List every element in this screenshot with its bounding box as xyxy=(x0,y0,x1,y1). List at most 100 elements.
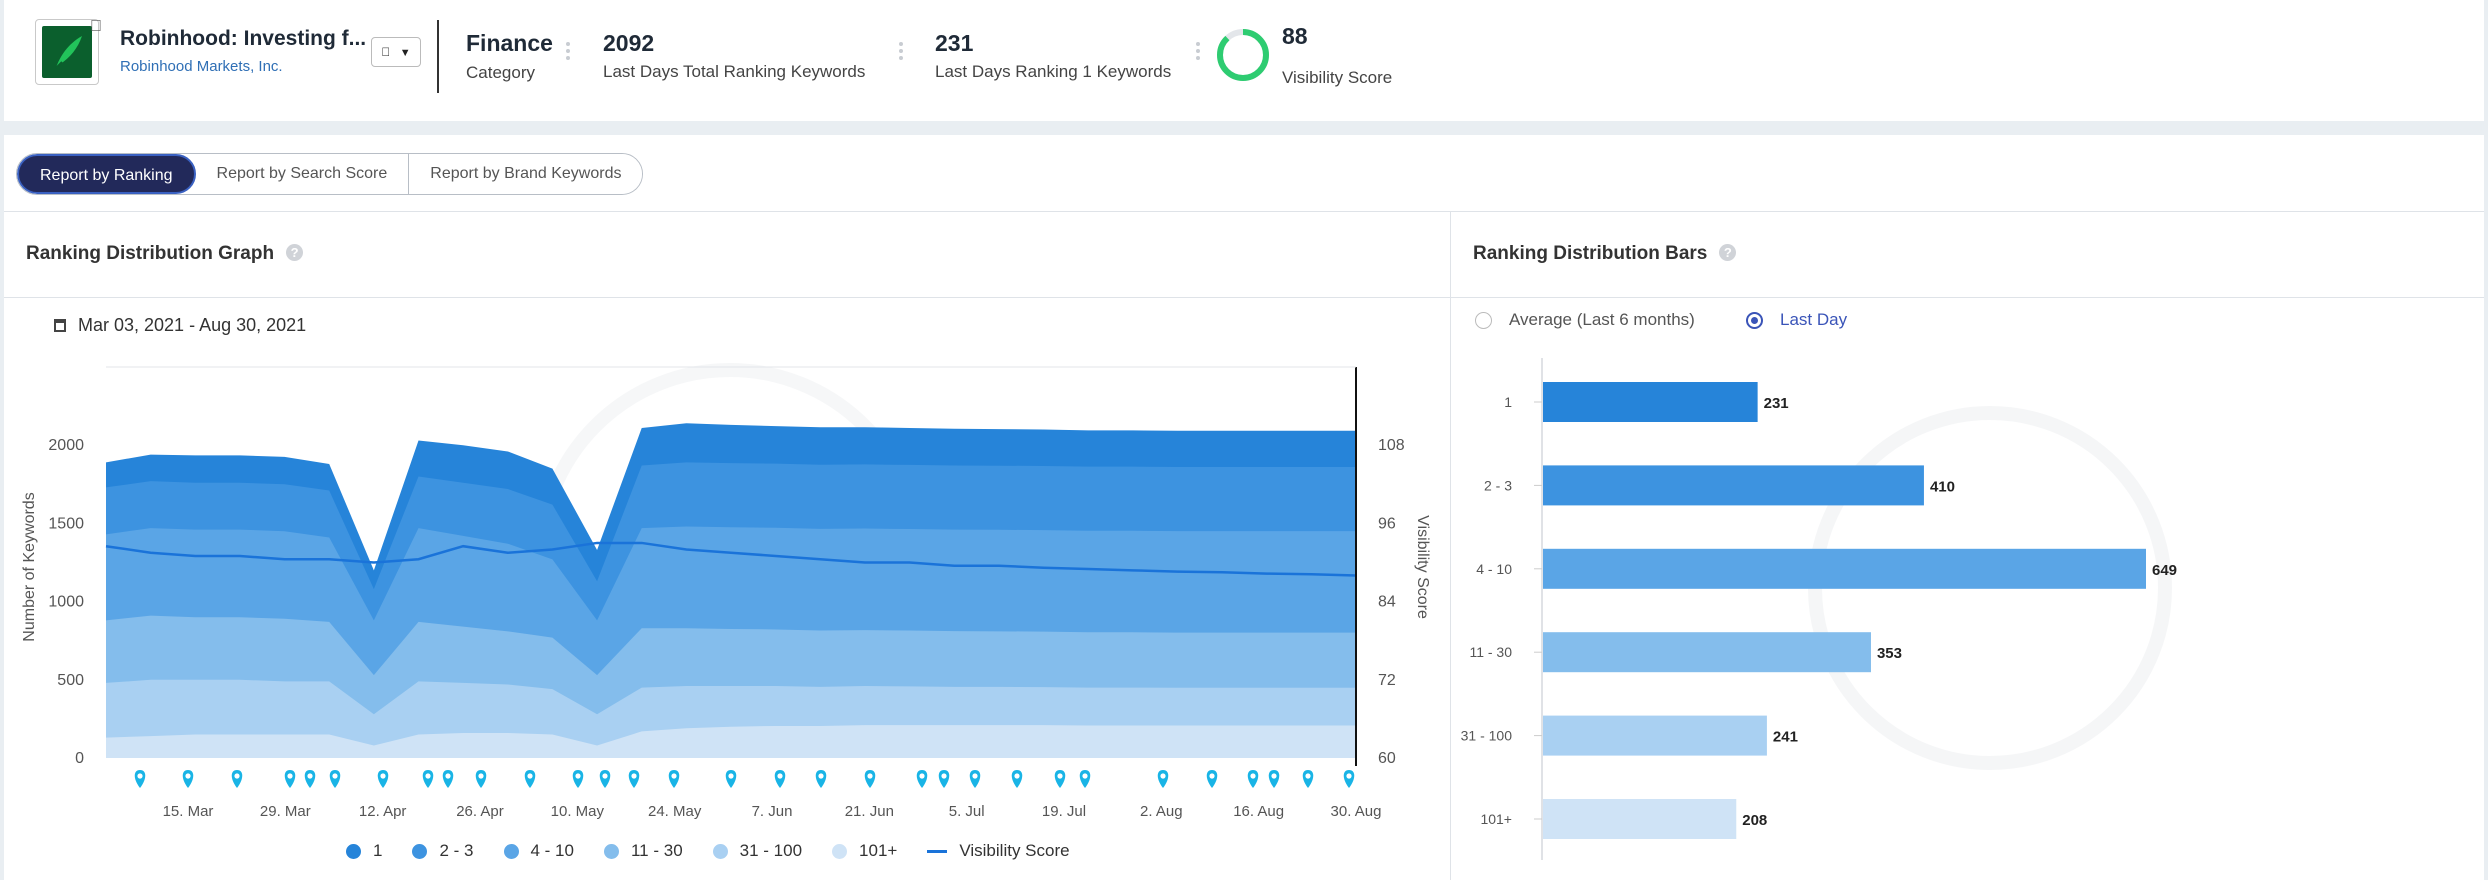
radio-label: Last Day xyxy=(1780,310,1848,329)
ranking-graph-title: Ranking Distribution Graph? xyxy=(26,243,304,265)
legend-item[interactable]: 11 - 30 xyxy=(603,841,683,861)
event-pin-icon[interactable] xyxy=(304,770,316,788)
bar-1[interactable] xyxy=(1543,382,1758,422)
radio-circle-selected xyxy=(1746,312,1763,329)
y-tick-label: 1000 xyxy=(48,594,84,611)
event-pin-icon[interactable] xyxy=(1206,770,1218,788)
event-pin-icon[interactable] xyxy=(1011,770,1023,788)
bar-value-label: 353 xyxy=(1877,645,1902,662)
event-pin-icon[interactable] xyxy=(1247,770,1259,788)
legend-item[interactable]: 101+ xyxy=(832,841,897,861)
y-axis-title: Number of Keywords xyxy=(21,492,38,641)
legend-line-icon xyxy=(927,849,948,853)
legend-item[interactable]: 4 - 10 xyxy=(503,841,574,861)
event-pin-icon[interactable] xyxy=(1302,770,1314,788)
developer-link[interactable]: Robinhood Markets, Inc. xyxy=(120,58,283,75)
legend-dot-icon xyxy=(503,843,519,859)
event-pin-icon[interactable] xyxy=(599,770,611,788)
ranking-distribution-area-chart: 0 500 1000 1500 2000 60 72 84 96 108 15. Mar 29. … xyxy=(21,366,1431,820)
event-pin-icon[interactable] xyxy=(572,770,584,788)
event-pin-icon[interactable] xyxy=(969,770,981,788)
y2-tick-label: 72 xyxy=(1378,672,1396,689)
event-pin-icon[interactable] xyxy=(1157,770,1169,788)
calendar-icon xyxy=(54,319,66,332)
legend-item[interactable]: 1 xyxy=(346,841,382,861)
divider xyxy=(4,211,2484,212)
event-pin-icon[interactable] xyxy=(442,770,454,788)
legend-item[interactable]: 2 - 3 xyxy=(412,841,474,861)
y2-tick-label: 84 xyxy=(1378,594,1396,611)
legend-label: Visibility Score xyxy=(959,841,1070,860)
ranking-bars-title: Ranking Distribution Bars? xyxy=(1473,243,1737,265)
legend-item[interactable]: 31 - 100 xyxy=(712,841,803,861)
y-tick-label: 500 xyxy=(57,672,84,689)
x-tick-label: 10. May xyxy=(551,803,605,820)
event-pin-icon[interactable] xyxy=(524,770,536,788)
event-pin-icon[interactable] xyxy=(377,770,389,788)
apple-icon:  xyxy=(90,18,102,36)
radio-label: Average (Last 6 months) xyxy=(1509,310,1695,329)
event-pin-icon[interactable] xyxy=(628,770,640,788)
x-tick-label: 5. Jul xyxy=(949,803,985,820)
x-tick-label: 7. Jun xyxy=(752,803,793,820)
y-tick-label: 2000 xyxy=(48,437,84,454)
event-pin-icon[interactable] xyxy=(1343,770,1355,788)
event-pin-icon[interactable] xyxy=(864,770,876,788)
x-tick-label: 12. Apr xyxy=(359,803,407,820)
bar-value-label: 231 xyxy=(1764,395,1789,412)
x-tick-label: 2. Aug xyxy=(1140,803,1183,820)
y2-tick-label: 96 xyxy=(1378,515,1396,532)
event-pin-icon[interactable] xyxy=(1054,770,1066,788)
visibility-score-ring xyxy=(1217,29,1269,81)
event-pin-icon[interactable] xyxy=(134,770,146,788)
platform-dropdown[interactable]:  ▼ xyxy=(371,37,421,67)
tab-report-by-ranking[interactable]: Report by Ranking xyxy=(17,154,196,194)
event-pin-icon[interactable] xyxy=(1079,770,1091,788)
bar-4-10[interactable] xyxy=(1543,548,2146,589)
help-icon[interactable]: ? xyxy=(1719,244,1737,261)
y-tick-label: 1500 xyxy=(48,515,84,532)
event-pin-icon[interactable] xyxy=(231,770,243,788)
event-pin-icon[interactable] xyxy=(329,770,341,788)
event-pin-icon[interactable] xyxy=(422,770,434,788)
event-pin-icon[interactable] xyxy=(774,770,786,788)
x-tick-label: 21. Jun xyxy=(845,803,894,820)
event-pin-icon[interactable] xyxy=(916,770,928,788)
date-range-picker[interactable]: Mar 03, 2021 - Aug 30, 2021 xyxy=(54,315,306,336)
event-pin-icon[interactable] xyxy=(182,770,194,788)
help-icon[interactable]: ? xyxy=(286,244,304,261)
bar-11-30[interactable] xyxy=(1543,632,1871,673)
bar-category-label: 101+ xyxy=(1480,811,1512,827)
legend-label: 101+ xyxy=(859,841,898,860)
bar-category-label: 4 - 10 xyxy=(1476,561,1512,577)
event-pin-icon[interactable] xyxy=(815,770,827,788)
app-name[interactable]: Robinhood: Investing f... xyxy=(120,27,367,50)
bar-2-3[interactable] xyxy=(1543,465,1924,506)
app-icon[interactable]:  xyxy=(35,18,102,85)
event-pin-icon[interactable] xyxy=(284,770,296,788)
event-pin-icon[interactable] xyxy=(475,770,487,788)
visibility-score-value: 88 xyxy=(1282,23,1308,49)
legend-item[interactable]: Visibility Score xyxy=(927,841,1070,861)
tab-report-by-brand-keywords[interactable]: Report by Brand Keywords xyxy=(409,154,643,194)
legend-label: 31 - 100 xyxy=(739,841,803,860)
tab-report-by-search-score[interactable]: Report by Search Score xyxy=(195,154,410,194)
x-tick-label: 26. Apr xyxy=(456,803,504,820)
event-pin-icon[interactable] xyxy=(668,770,680,788)
bar-31-100[interactable] xyxy=(1543,715,1767,756)
bar-value-label: 241 xyxy=(1773,729,1798,746)
bar-category-label: 11 - 30 xyxy=(1469,644,1512,660)
event-pin-icon[interactable] xyxy=(725,770,737,788)
bar-101plus[interactable] xyxy=(1543,799,1737,839)
total-keywords-value: 2092 xyxy=(603,30,655,56)
event-pin-icon[interactable] xyxy=(1268,770,1280,788)
y2-tick-label: 60 xyxy=(1378,750,1396,767)
robinhood-feather-icon xyxy=(42,26,92,78)
bar-value-label: 410 xyxy=(1930,478,1955,495)
legend-label: 4 - 10 xyxy=(530,841,574,860)
bar-category-label: 31 - 100 xyxy=(1461,728,1513,744)
x-tick-label: 29. Mar xyxy=(260,803,311,820)
event-pin-icon[interactable] xyxy=(938,770,950,788)
x-tick-label: 15. Mar xyxy=(163,803,214,820)
header-divider xyxy=(437,20,439,93)
